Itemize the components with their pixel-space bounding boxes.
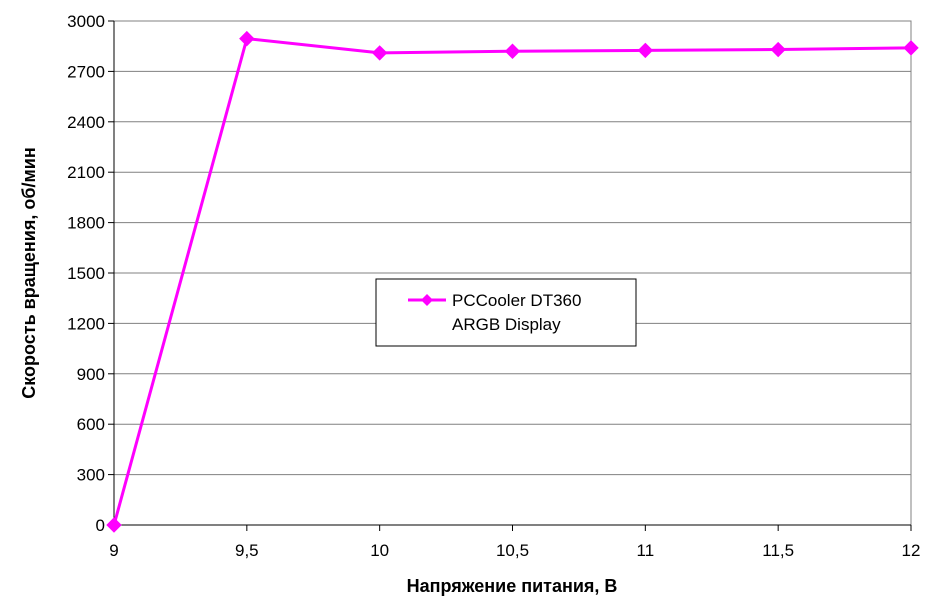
y-axis-title: Скорость вращения, об/мин bbox=[19, 147, 39, 399]
y-tick-label: 2400 bbox=[67, 113, 105, 132]
y-axis: 0 300 600 900 1200 1500 1800 2100 2400 2700 3000 bbox=[67, 12, 115, 535]
legend-box bbox=[375, 278, 637, 347]
legend-series-label-line2: ARGB Display bbox=[452, 315, 561, 334]
data-point-marker bbox=[637, 42, 654, 59]
grid-lines bbox=[114, 70, 911, 476]
x-tick-label: 9 bbox=[109, 541, 118, 560]
y-tick-label: 3000 bbox=[67, 12, 105, 31]
y-tick-label: 0 bbox=[96, 516, 105, 535]
x-axis: 9 9,5 10 10,5 11 11,5 12 bbox=[109, 524, 921, 560]
legend-series-marker bbox=[421, 294, 433, 306]
data-point-marker bbox=[239, 30, 255, 47]
y-tick-label: 2700 bbox=[67, 62, 105, 81]
data-point-marker bbox=[504, 43, 521, 59]
x-tick-label: 10,5 bbox=[496, 541, 529, 560]
data-point-marker bbox=[903, 40, 919, 56]
y-tick-label: 1500 bbox=[67, 264, 105, 283]
x-axis-title: Напряжение питания, В bbox=[407, 576, 618, 596]
legend-series-label-line1: PCCooler DT360 bbox=[452, 291, 581, 310]
y-tick-label: 300 bbox=[77, 466, 105, 485]
y-tick-label: 600 bbox=[77, 415, 105, 434]
legend: PCCooler DT360 ARGB Display bbox=[375, 278, 637, 347]
y-tick-label: 1200 bbox=[67, 314, 105, 333]
data-point-marker bbox=[770, 41, 786, 58]
series-layer bbox=[106, 30, 919, 533]
x-tick-label: 12 bbox=[902, 541, 921, 560]
y-tick-label: 1800 bbox=[67, 214, 105, 233]
data-point-marker bbox=[371, 45, 388, 61]
y-tick-label: 2100 bbox=[67, 163, 105, 182]
x-tick-label: 11,5 bbox=[762, 541, 794, 560]
x-tick-label: 10 bbox=[370, 541, 389, 560]
y-tick-label: 900 bbox=[77, 365, 105, 384]
data-point-marker bbox=[106, 517, 122, 533]
x-tick-label: 11 bbox=[637, 541, 655, 560]
x-tick-label: 9,5 bbox=[235, 541, 259, 560]
